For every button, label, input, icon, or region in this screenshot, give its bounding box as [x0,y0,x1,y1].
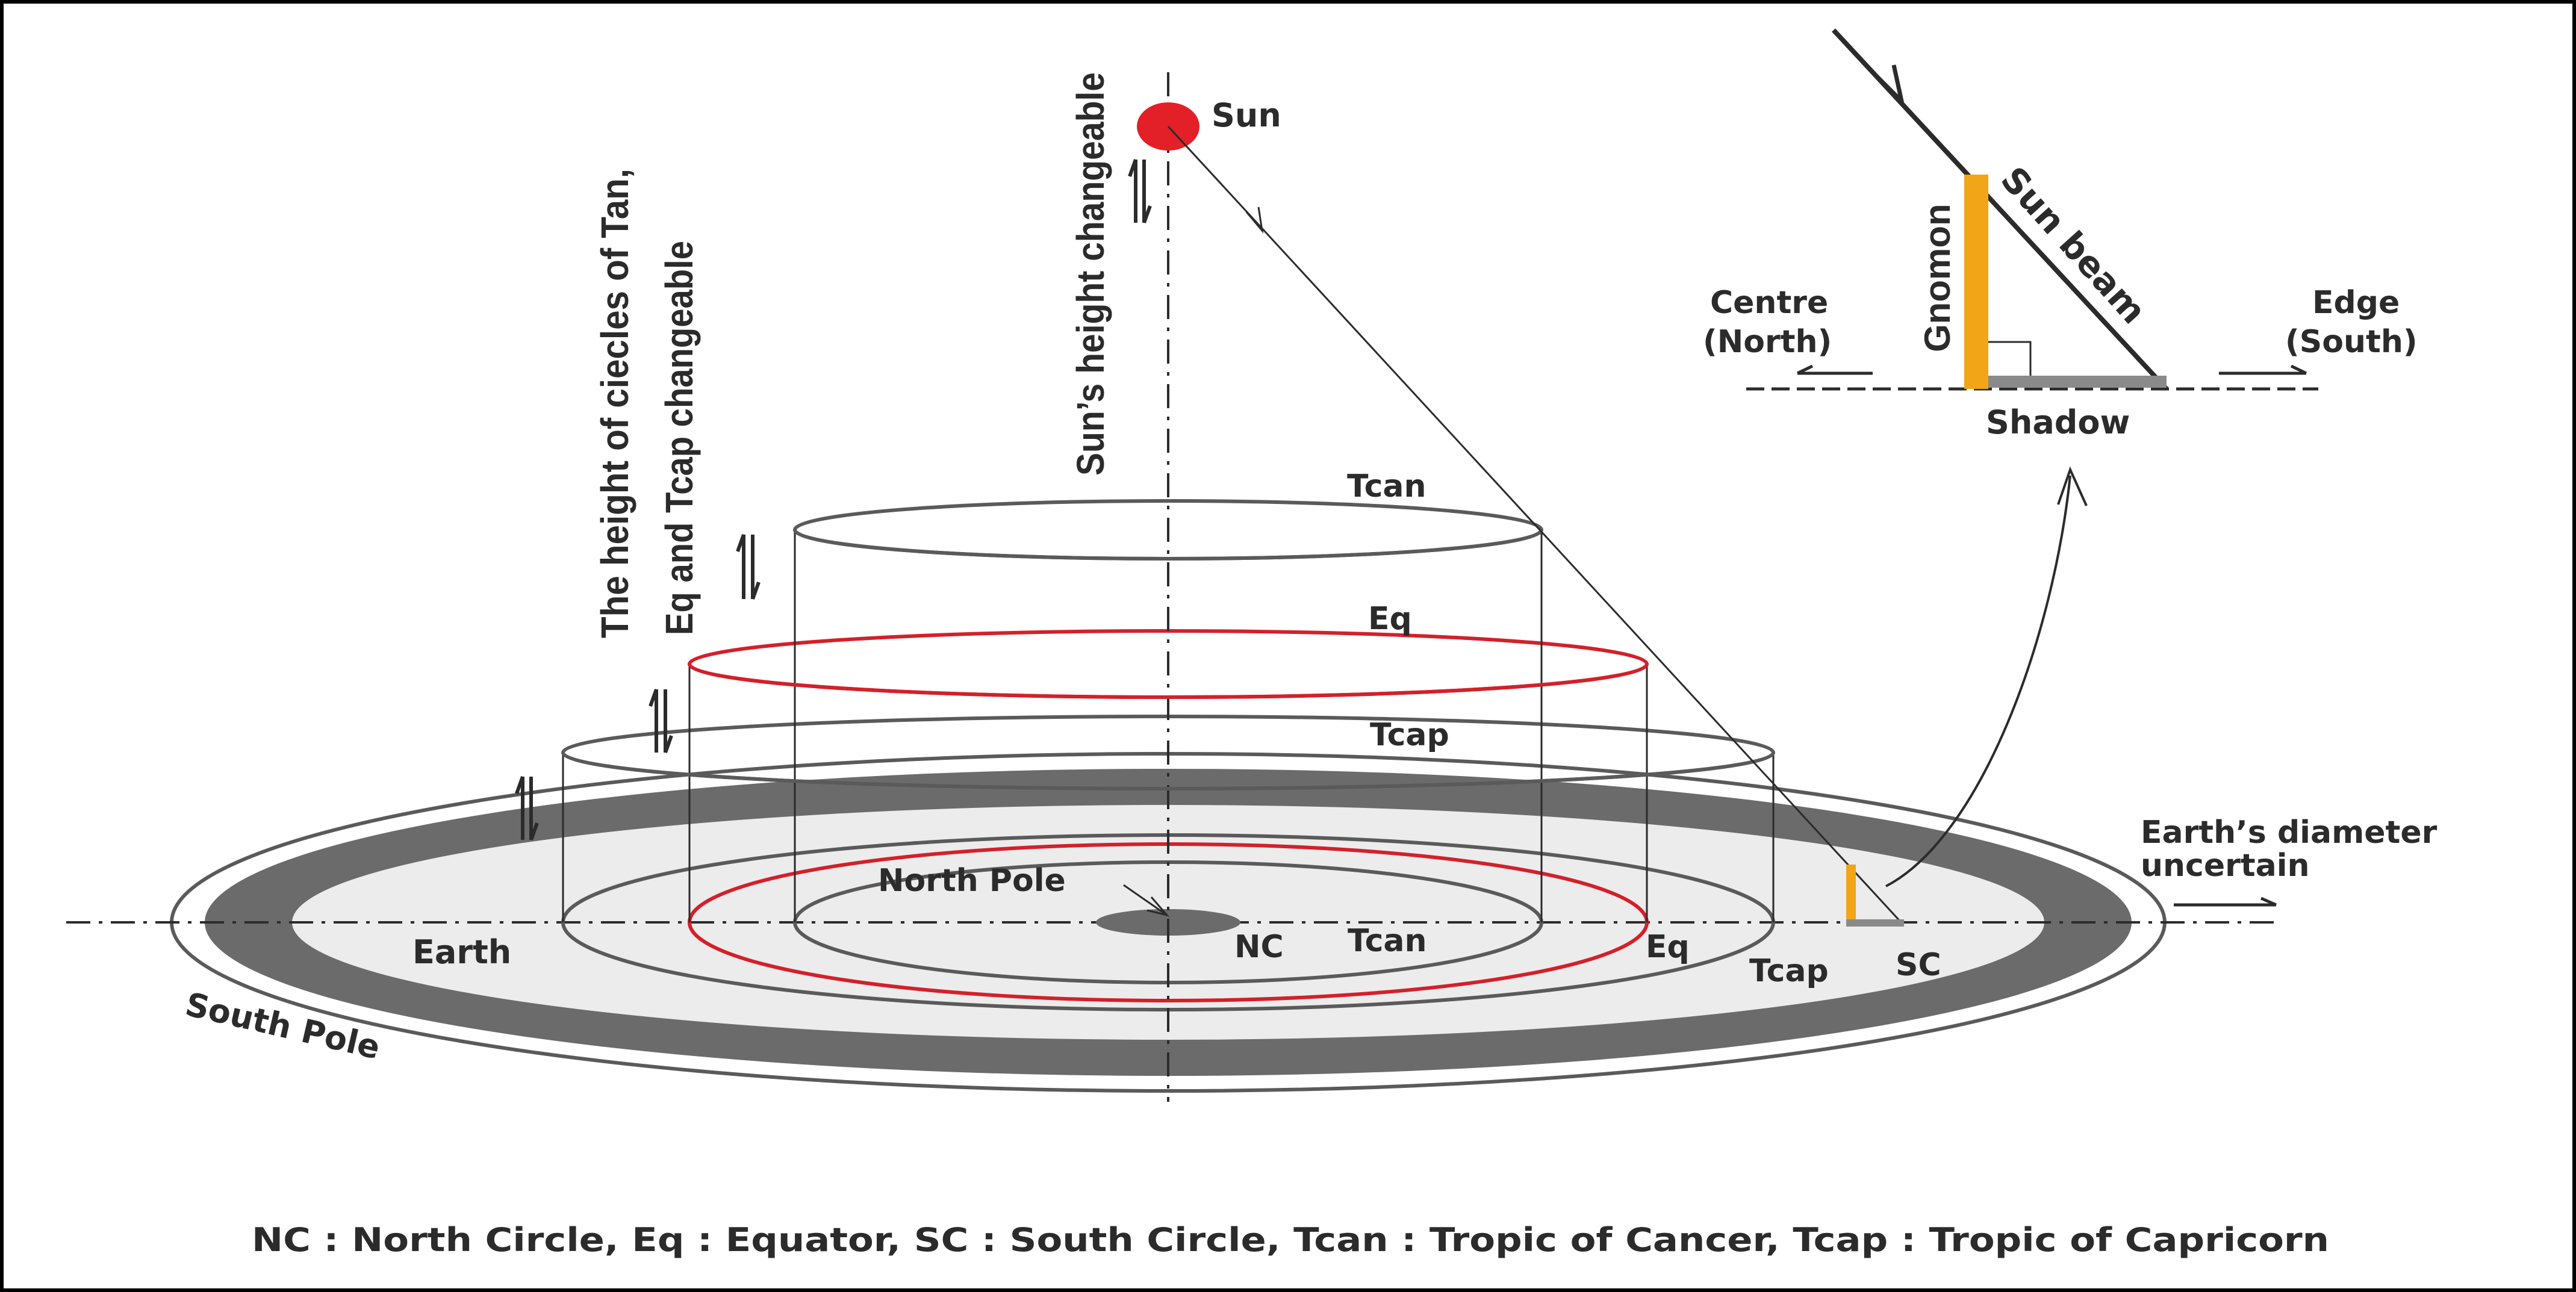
inset-beam-arrow [1876,64,1905,108]
inset-sun-beam-label: Sun beam [1993,159,2154,332]
eq-lower-label: Eq [1646,929,1690,965]
legend-text: NC : North Circle, Eq : Equator, SC : So… [252,1221,2329,1259]
inset-edge-label-line2: (South) [2285,324,2418,360]
disc-gnomon [1846,865,1856,922]
tcap-height-arrow [515,775,539,841]
tcan-upper-label: Tcan [1347,468,1426,505]
sun-label: Sun [1212,96,1281,134]
inset-gnomon-label: Gnomon [1917,203,1958,352]
eq-upper-label: Eq [1368,601,1412,637]
sun-ray-line [1167,125,1904,925]
cylinder-edges [562,530,1775,922]
earth-label: Earth [412,933,511,971]
inset-shadow [1988,376,2167,388]
inset-gnomon-diagram [1746,28,2318,391]
inset-right-angle [1988,341,2032,376]
north-pole-pointer [1123,884,1170,917]
tcan-height-arrow [736,533,761,600]
disc-gnomon-shadow [1846,919,1904,927]
inset-gnomon [1964,175,1988,389]
circles-height-label-line2: Eq and Tcap changeable [658,241,701,635]
eq-height-arrow [649,688,673,754]
earth-diameter-label-line2: uncertain [2141,848,2310,884]
zoom-arrow-head [2057,466,2088,506]
circles-height-label-line1: The height of ciecles of Tan, [593,169,636,638]
inset-centre-label-line2: (North) [1703,324,1832,360]
sun-height-label: Sun’s height changeable [1069,72,1112,476]
tcap-upper-label: Tcap [1370,717,1449,753]
zoom-curve-arrow [1885,475,2071,887]
tcap-lower-label: Tcap [1749,953,1829,989]
tcan-elevated-front [561,529,1775,790]
north-pole-label: North Pole [878,863,1066,899]
inset-shadow-label: Shadow [1986,403,2130,441]
sun-ray-arrow [1245,207,1264,234]
sc-label: SC [1896,947,1941,983]
inset-edge-label-line1: Edge [2312,285,2400,321]
tcan-lower-label: Tcan [1348,923,1427,959]
earth-diameter-label-line1: Earth’s diameter [2141,815,2438,851]
sun-height-arrow [1128,158,1152,224]
nc-label: NC [1234,929,1284,965]
inset-centre-label-line1: Centre [1710,285,1828,321]
height-change-arrows [515,158,1152,841]
